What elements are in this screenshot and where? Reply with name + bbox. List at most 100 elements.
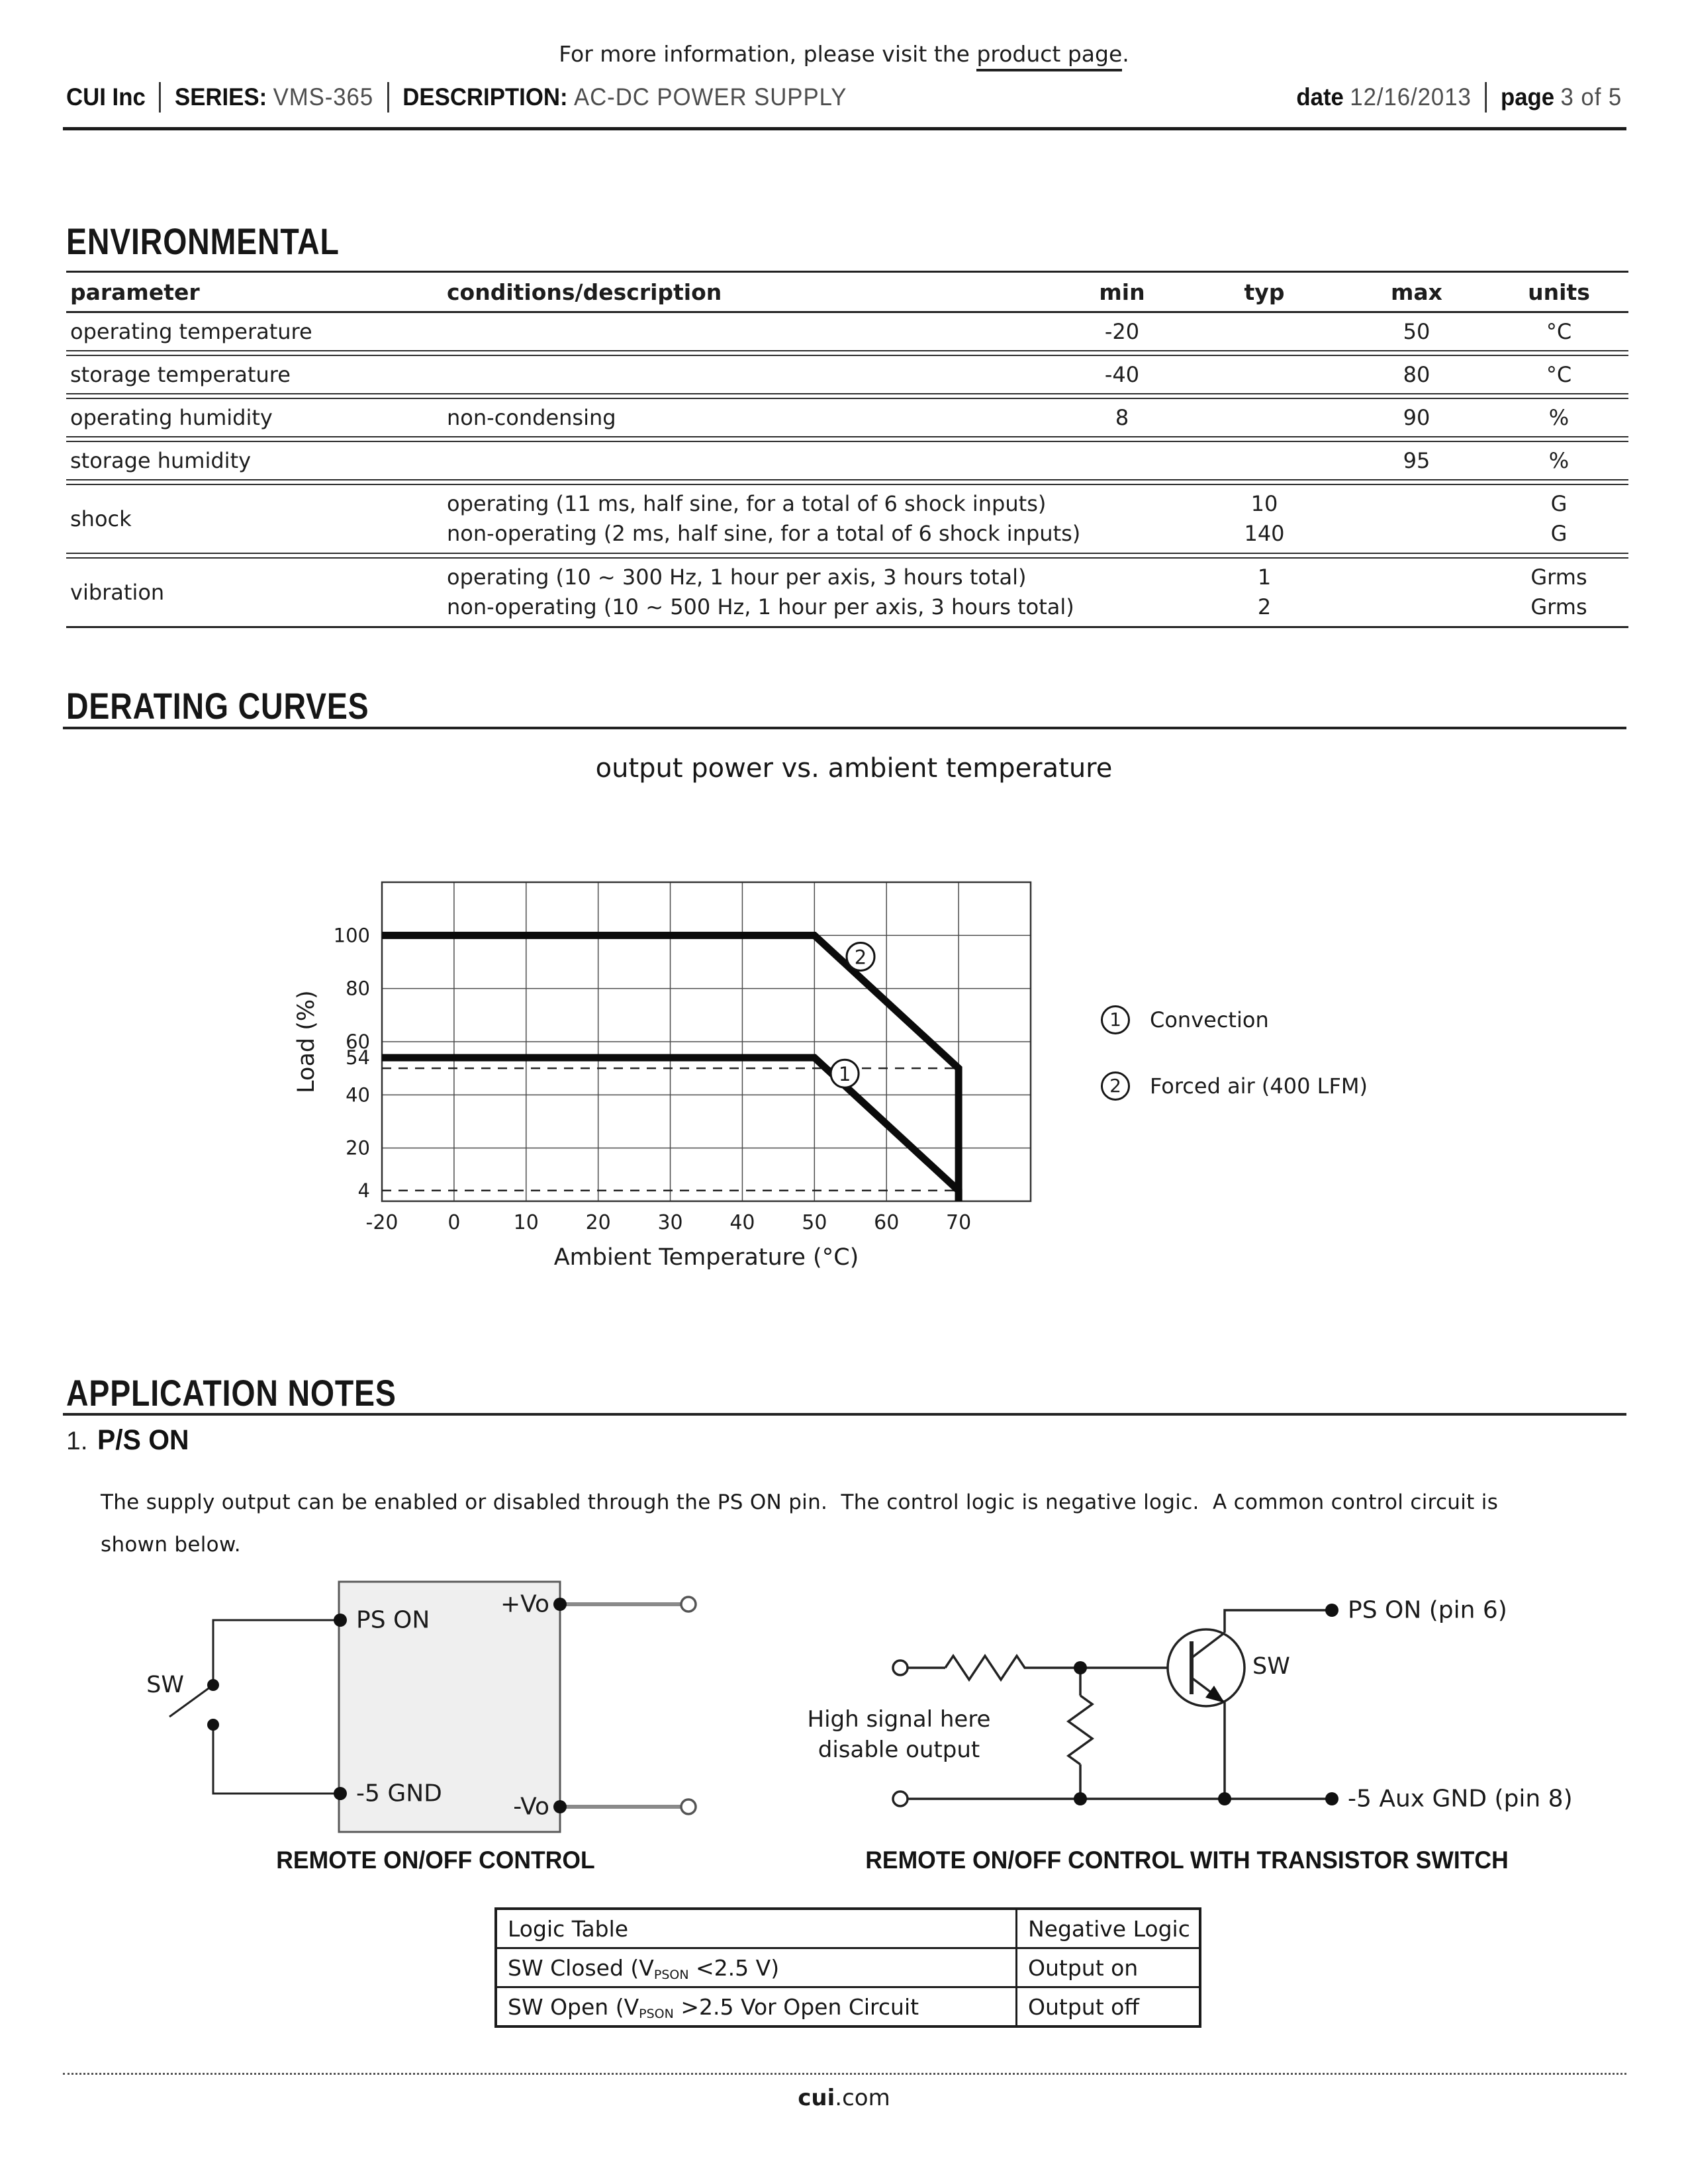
cell-units: °C	[1546, 319, 1572, 344]
pin-dot	[553, 1800, 567, 1813]
transistor-collector	[1190, 1631, 1226, 1659]
cell-parameter: storage temperature	[70, 362, 291, 387]
circled-1-icon	[829, 1058, 860, 1089]
header-left: CUI Inc SERIES: VMS-365 DESCRIPTION: AC-…	[66, 82, 847, 113]
paragraph-line1: The supply output can be enabled or disa…	[101, 1490, 1499, 1514]
cell-parameter: operating temperature	[70, 319, 312, 344]
cell-units-line1: G	[1550, 491, 1568, 516]
cell-min: -40	[1104, 362, 1140, 387]
cell-max: 50	[1403, 319, 1430, 344]
cell-min: -20	[1104, 319, 1140, 344]
header-divider	[159, 82, 162, 113]
cell-typ: 1 2	[1185, 563, 1344, 622]
cell-conditions: operating (11 ms, half sine, for a total…	[447, 489, 1081, 549]
footer-site-bold: cui	[798, 2085, 835, 2111]
top-note-suffix: .	[1122, 41, 1129, 67]
cell-conditions-line2: non-operating (2 ms, half sine, for a to…	[447, 521, 1081, 546]
table-row: operating temperature -20 50 °C	[66, 313, 1628, 351]
logic-cell-sub: PSON	[653, 1968, 689, 1982]
cell-units: G G	[1489, 489, 1628, 549]
x-tick-label: 30	[657, 1211, 682, 1234]
header-divider	[1485, 82, 1487, 113]
logic-table-row: SW Open (V PSON >2.5 Vor Open Circuit Out…	[497, 1988, 1199, 2025]
circled-2-icon	[845, 941, 876, 972]
series-Forced air (400 LFM)	[382, 931, 962, 1201]
legend-item-forced-air: 2 Forced air (400 LFM)	[1101, 1071, 1368, 1101]
cell-units-line2: G	[1550, 521, 1568, 546]
x-tick-label: 70	[946, 1211, 971, 1234]
y-axis-label: Load (%)	[293, 990, 320, 1093]
header-rule	[63, 127, 1626, 130]
junction-dot	[1218, 1792, 1231, 1805]
switch-dot	[207, 1719, 219, 1731]
sw-label: SW	[1252, 1653, 1290, 1680]
header-right: date 12/16/2013 page 3 of 5	[1296, 82, 1622, 113]
section-title-environmental: ENVIRONMENTAL	[66, 220, 340, 262]
cell-typ-line2: 140	[1244, 521, 1285, 546]
cell-typ-line1: 1	[1257, 565, 1272, 590]
cell-parameter: shock	[70, 506, 132, 531]
environmental-table-header: parameter conditions/description min typ…	[66, 271, 1628, 313]
wire	[212, 1619, 340, 1685]
circuit1-caption: REMOTE ON/OFF CONTROL	[276, 1846, 595, 1874]
cell-conditions: non-condensing	[447, 405, 616, 430]
x-tick-label: 40	[729, 1211, 755, 1234]
resistor-vertical	[1066, 1694, 1094, 1766]
logic-cell-sub: PSON	[639, 2007, 674, 2021]
product-page-link[interactable]: product page	[976, 41, 1123, 71]
cell-max: 95	[1403, 448, 1430, 473]
cell-typ-line1: 10	[1250, 491, 1278, 516]
environmental-table: parameter conditions/description min typ…	[66, 271, 1628, 628]
pin-dot	[334, 1614, 347, 1627]
logic-cell-text: SW Closed (V	[508, 1954, 654, 1981]
cell-parameter: storage humidity	[70, 448, 252, 473]
y-tick-label: 20	[346, 1137, 370, 1160]
x-tick-label: 20	[586, 1211, 611, 1234]
high-signal-note-line2: disable output	[818, 1737, 980, 1763]
logic-table-row: Logic Table Negative Logic	[497, 1910, 1199, 1949]
terminal-open-circle	[680, 1798, 697, 1815]
col-min: min	[1099, 279, 1145, 305]
cell-units: %	[1548, 448, 1570, 473]
terminal-open-circle	[680, 1596, 697, 1613]
x-tick-label: 50	[802, 1211, 827, 1234]
date-label: date	[1296, 83, 1344, 111]
wire	[212, 1725, 340, 1795]
x-tick-label: 0	[447, 1211, 460, 1234]
circuit2-caption: REMOTE ON/OFF CONTROL WITH TRANSISTOR SW…	[865, 1846, 1509, 1874]
cell-parameter: operating humidity	[70, 405, 273, 430]
col-units: units	[1528, 279, 1590, 305]
circuit-diagrams: SW PS ON +Vo -5 GND -Vo PS ON (pin 6) SW…	[146, 1580, 1573, 1833]
table-row: operating humidity non-condensing 8 90 %	[66, 398, 1628, 437]
annotation-label: 2	[855, 946, 867, 968]
footer-site-rest: .com	[835, 2085, 890, 2111]
collector-wire	[1223, 1609, 1327, 1633]
page-label: page	[1500, 83, 1554, 111]
sw-label: SW	[146, 1672, 184, 1698]
pin-dot	[1325, 1792, 1338, 1805]
col-max: max	[1391, 279, 1442, 305]
cell-max: 90	[1403, 405, 1430, 430]
series-value: VMS-365	[273, 83, 374, 111]
cell-units: Grms Grms	[1489, 563, 1628, 622]
high-signal-note-line1: High signal here	[808, 1706, 991, 1733]
circled-2-icon: 2	[1101, 1071, 1130, 1101]
paragraph-line2: shown below.	[101, 1533, 241, 1557]
col-parameter: parameter	[70, 279, 200, 305]
gnd-pin-label: -5 GND	[356, 1780, 442, 1807]
table-row: vibration operating (10 ~ 300 Hz, 1 hour…	[66, 557, 1628, 628]
page-number: 3 of 5	[1560, 83, 1622, 111]
input-open-circle	[892, 1659, 909, 1676]
logic-table: Logic Table Negative Logic SW Closed (V P…	[494, 1907, 1201, 2028]
emitter-arrow-icon	[1205, 1686, 1225, 1703]
cell-units-line2: Grms	[1530, 594, 1587, 619]
input-open-circle	[892, 1790, 909, 1807]
circled-1-icon: 1	[1101, 1005, 1130, 1034]
legend-label: Convection	[1150, 1007, 1269, 1032]
series-label: SERIES:	[175, 83, 267, 111]
x-axis-label: Ambient Temperature (°C)	[554, 1244, 859, 1271]
cell-units-line1: Grms	[1530, 565, 1587, 590]
header-bar: CUI Inc SERIES: VMS-365 DESCRIPTION: AC-…	[66, 82, 1622, 113]
cell-conditions-line1: operating (11 ms, half sine, for a total…	[447, 491, 1047, 516]
